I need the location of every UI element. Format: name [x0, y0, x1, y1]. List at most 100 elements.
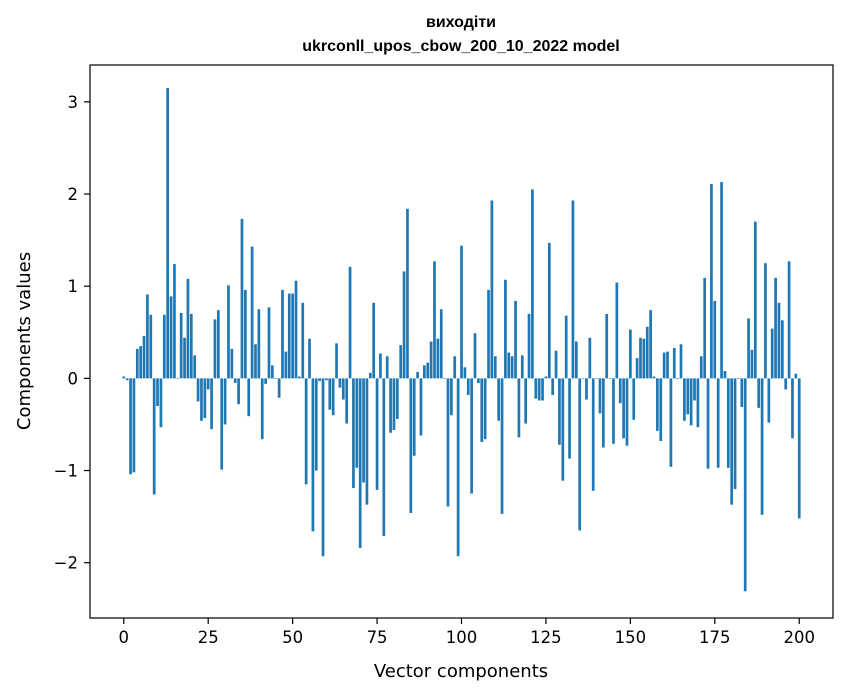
bar: [794, 373, 798, 379]
bar: [483, 378, 487, 440]
bar: [480, 378, 484, 442]
bar: [743, 378, 747, 592]
bar: [301, 302, 305, 379]
bar: [345, 378, 349, 424]
bar: [547, 242, 551, 379]
bar: [730, 378, 734, 505]
bar: [537, 378, 541, 401]
bar: [318, 378, 321, 382]
bar: [406, 208, 409, 379]
bar: [699, 356, 703, 379]
bar: [230, 348, 234, 379]
bar: [747, 318, 750, 379]
bar: [669, 378, 673, 467]
bar: [500, 378, 504, 514]
bar: [419, 378, 423, 436]
bar: [723, 370, 727, 379]
bar: [257, 309, 261, 379]
bar: [274, 378, 278, 379]
bar: [504, 279, 507, 379]
bar: [652, 376, 656, 379]
bar: [331, 378, 335, 416]
bar: [426, 362, 430, 379]
bar: [368, 372, 372, 379]
bar: [200, 378, 203, 421]
bar: [402, 271, 406, 379]
bar: [666, 351, 669, 379]
bar: [561, 378, 565, 481]
bar: [291, 293, 294, 379]
bar: [267, 307, 271, 379]
bar: [142, 335, 146, 379]
bar: [196, 378, 200, 402]
bar: [716, 378, 720, 468]
bar: [689, 378, 693, 426]
bar: [497, 378, 500, 421]
bar: [375, 378, 379, 490]
bar: [129, 378, 132, 475]
bar: [210, 378, 213, 430]
bar: [470, 378, 473, 494]
bar: [585, 378, 588, 400]
bar: [780, 320, 784, 379]
x-tick-label: 150: [615, 628, 647, 647]
bar: [169, 296, 173, 379]
bar: [372, 302, 376, 379]
bar: [335, 343, 338, 379]
bar: [571, 200, 575, 379]
bar: [703, 277, 707, 379]
bar: [453, 356, 457, 379]
bar: [784, 378, 788, 390]
bar: [672, 347, 676, 379]
bar: [696, 378, 700, 428]
bar: [683, 378, 686, 421]
bar: [507, 352, 511, 379]
bar: [720, 182, 723, 379]
bar: [298, 376, 301, 379]
bar: [399, 345, 403, 379]
bar: [605, 313, 609, 379]
bar: [618, 378, 622, 404]
bar: [277, 378, 281, 398]
bar: [240, 218, 244, 379]
bar: [352, 378, 355, 489]
bar: [787, 261, 791, 379]
x-tick-label: 175: [699, 628, 731, 647]
bar: [395, 378, 399, 419]
bar: [173, 264, 176, 379]
bar: [250, 246, 254, 379]
bar: [558, 378, 561, 445]
bar: [358, 378, 362, 548]
bar: [341, 378, 345, 400]
bar: [608, 378, 612, 379]
bar: [770, 328, 774, 379]
bar: [656, 378, 659, 431]
x-axis-label: Vector components: [374, 661, 548, 682]
bar: [220, 378, 224, 470]
bar: [635, 358, 639, 379]
bar: [338, 378, 342, 388]
bar: [227, 285, 230, 379]
bar: [146, 294, 149, 379]
bar: [686, 378, 690, 415]
bars-group: [122, 88, 801, 592]
bar: [348, 266, 352, 379]
bar: [450, 378, 453, 416]
bar: [767, 378, 771, 423]
bar: [264, 378, 267, 384]
bar: [304, 378, 308, 485]
bar: [531, 189, 534, 379]
bar: [294, 280, 298, 379]
bar: [439, 309, 443, 379]
bar: [308, 338, 311, 379]
bar: [693, 378, 696, 401]
bar: [389, 378, 392, 433]
bar: [527, 313, 531, 379]
bar: [139, 346, 143, 379]
bar: [598, 378, 602, 414]
bar: [710, 183, 713, 379]
bar: [629, 329, 632, 379]
bar: [362, 378, 365, 483]
bar: [189, 313, 193, 379]
